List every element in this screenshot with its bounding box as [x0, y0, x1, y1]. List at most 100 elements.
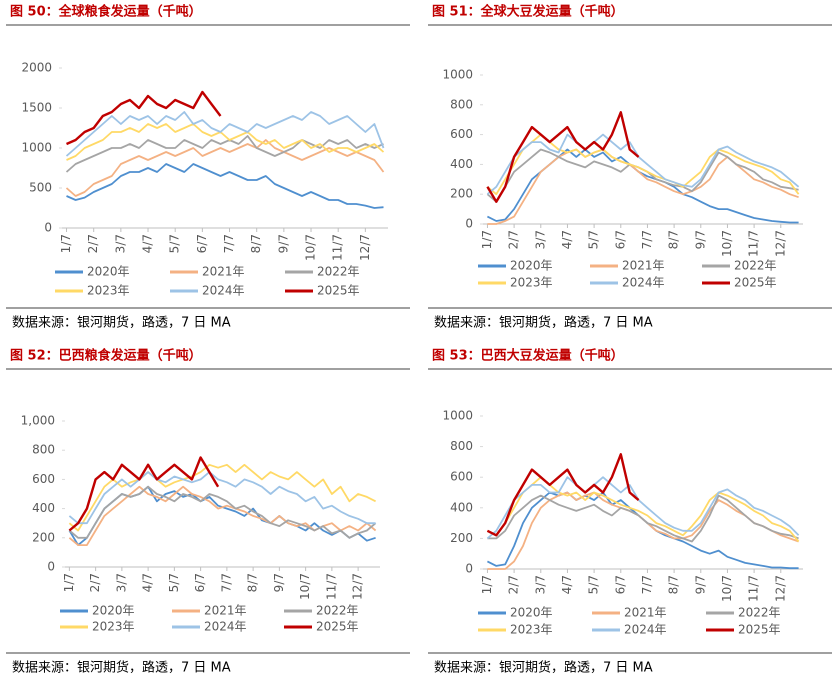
x-tick-label: 3/7 [113, 234, 127, 253]
x-tick-label: 5/7 [587, 230, 601, 249]
x-tick-label: 6/7 [613, 575, 627, 594]
x-tick-label: 4/7 [560, 230, 574, 249]
series-line [68, 463, 377, 532]
x-tick-label: 5/7 [587, 575, 601, 594]
y-tick-label: 400 [450, 157, 473, 171]
series-line [65, 135, 384, 173]
x-tick-label: 10/7 [304, 234, 318, 261]
series-line [68, 471, 376, 525]
y-tick-label: 800 [450, 97, 473, 111]
legend-label: 2025年 [316, 620, 359, 634]
y-tick-label: 200 [450, 187, 473, 201]
legend-label: 2020年 [87, 265, 130, 279]
legend-label: 2023年 [510, 623, 553, 637]
y-tick-label: 200 [32, 530, 55, 544]
series-line [486, 476, 800, 540]
x-tick-label: 9/7 [276, 234, 290, 253]
y-tick-label: 2000 [21, 61, 52, 75]
x-tick-label: 11/7 [747, 575, 761, 602]
legend-label: 2022年 [734, 259, 777, 273]
series-line [68, 485, 376, 546]
x-tick-label: 4/7 [560, 575, 574, 594]
x-tick-label: 6/7 [193, 573, 207, 592]
series-line [487, 494, 799, 543]
source-note: 数据来源：银河期货，路透，7 日 MA [12, 315, 231, 331]
x-tick-label: 5/7 [167, 573, 181, 592]
y-tick-label: 800 [32, 443, 55, 457]
y-tick-label: 1000 [442, 68, 473, 82]
y-tick-label: 800 [450, 439, 473, 453]
series-line [66, 90, 222, 146]
x-tick-label: 10/7 [720, 575, 734, 602]
y-tick-label: 0 [465, 217, 473, 231]
legend-label: 2023年 [87, 284, 130, 298]
x-tick-label: 9/7 [693, 575, 707, 594]
chart-title: 图 53：巴西大豆发运量（千吨） [432, 348, 624, 364]
x-tick-label: 8/7 [246, 573, 260, 592]
y-tick-label: 600 [450, 470, 473, 484]
x-tick-label: 2/7 [507, 575, 521, 594]
series-line [68, 485, 377, 539]
legend-label: 2025年 [317, 284, 360, 298]
y-tick-label: 1000 [442, 409, 473, 423]
x-tick-label: 3/7 [533, 575, 547, 594]
x-tick-label: 1/7 [480, 575, 494, 594]
legend-label: 2024年 [624, 623, 667, 637]
series-line [486, 453, 640, 537]
y-tick-label: 200 [450, 531, 473, 545]
x-tick-label: 8/7 [249, 234, 263, 253]
x-tick-label: 5/7 [168, 234, 182, 253]
series-line [66, 163, 384, 209]
x-tick-label: 12/7 [773, 230, 787, 257]
x-tick-label: 8/7 [667, 230, 681, 249]
legend-label: 2020年 [510, 259, 553, 273]
legend-label: 2022年 [317, 265, 360, 279]
x-tick-label: 2/7 [86, 234, 100, 253]
source-note: 数据来源：银河期货，路透，7 日 MA [434, 315, 653, 331]
y-tick-label: 500 [29, 181, 52, 195]
y-tick-label: 600 [32, 472, 55, 486]
series-line [65, 139, 385, 197]
x-tick-label: 9/7 [272, 573, 286, 592]
x-tick-label: 4/7 [141, 573, 155, 592]
x-tick-label: 7/7 [640, 230, 654, 249]
legend-label: 2021年 [202, 265, 245, 279]
y-tick-label: 1,000 [21, 414, 55, 428]
x-tick-label: 7/7 [640, 575, 654, 594]
chart-title: 图 52：巴西粮食发运量（千吨） [10, 348, 202, 364]
legend-label: 2020年 [92, 604, 135, 618]
x-tick-label: 7/7 [222, 234, 236, 253]
x-tick-label: 12/7 [358, 234, 372, 261]
legend-label: 2025年 [738, 623, 781, 637]
legend-label: 2021年 [622, 259, 665, 273]
legend-label: 2024年 [622, 276, 665, 290]
x-tick-label: 6/7 [613, 230, 627, 249]
y-tick-label: 0 [47, 560, 55, 574]
x-tick-label: 2/7 [507, 230, 521, 249]
series-line [486, 111, 640, 203]
y-tick-label: 0 [465, 562, 473, 576]
x-tick-label: 7/7 [219, 573, 233, 592]
series-line [65, 111, 385, 157]
series-line [487, 148, 799, 225]
x-tick-label: 11/7 [324, 573, 338, 600]
x-tick-label: 10/7 [720, 230, 734, 257]
series-line [486, 476, 800, 543]
x-tick-label: 2/7 [88, 573, 102, 592]
x-tick-label: 1/7 [480, 230, 494, 249]
x-tick-label: 8/7 [667, 575, 681, 594]
legend-label: 2025年 [734, 276, 777, 290]
x-tick-label: 10/7 [298, 573, 312, 600]
x-tick-label: 6/7 [195, 234, 209, 253]
y-tick-label: 400 [32, 501, 55, 515]
legend-label: 2024年 [204, 620, 247, 634]
y-tick-label: 1000 [21, 141, 52, 155]
x-tick-label: 1/7 [59, 234, 73, 253]
x-tick-label: 4/7 [141, 234, 155, 253]
x-tick-label: 11/7 [331, 234, 345, 261]
legend-label: 2021年 [624, 606, 667, 620]
y-tick-label: 600 [450, 127, 473, 141]
legend-label: 2023年 [510, 276, 553, 290]
series-line [68, 485, 377, 546]
